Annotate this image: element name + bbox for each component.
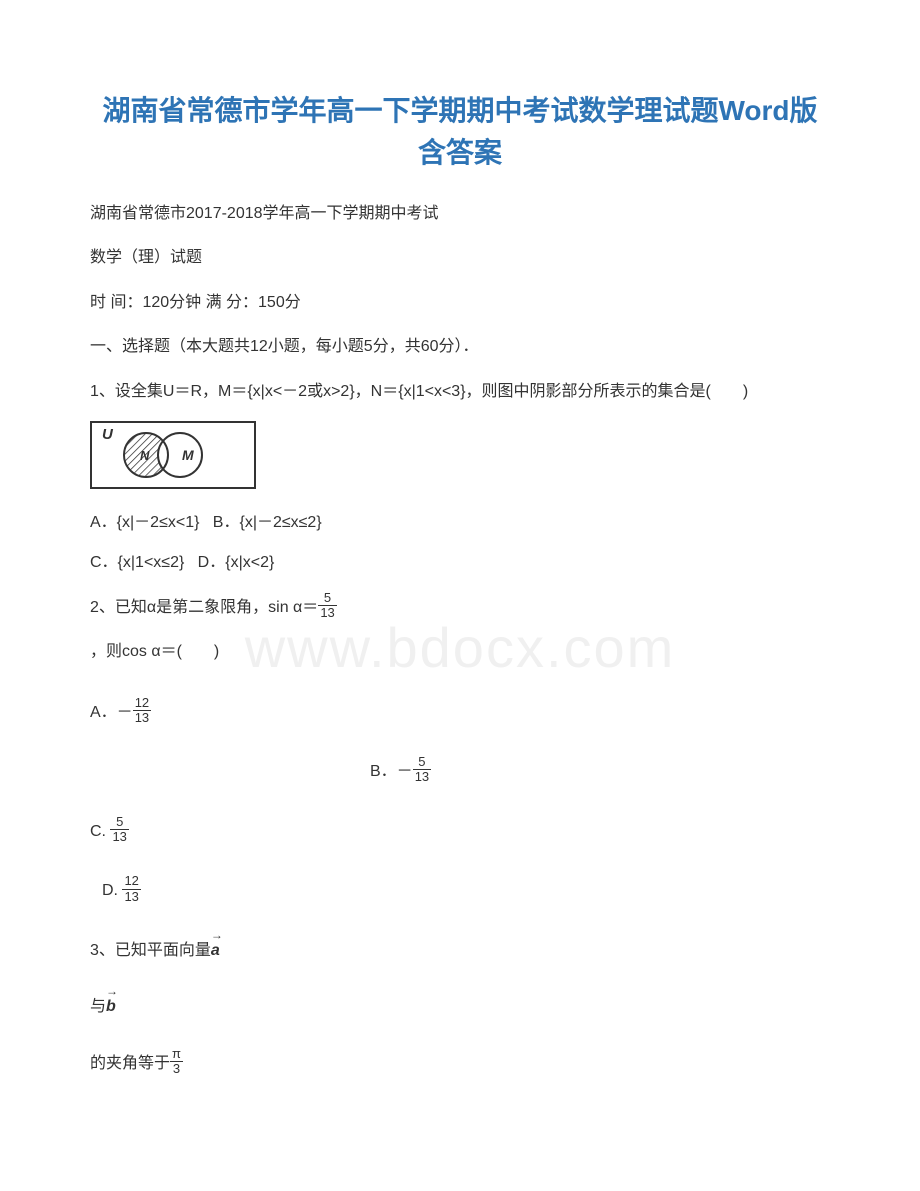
q2-option-d: D. 1213 [102, 876, 830, 906]
q2-option-b: B．－513 [370, 757, 830, 787]
venn-u-label: U [102, 429, 114, 443]
q1-option-c: C．{x|1<x≤2} [90, 554, 184, 571]
q1-option-d: D．{x|x<2} [198, 554, 275, 571]
q3-line1: 3、已知平面向量a [90, 936, 830, 966]
venn-m-label: M [182, 447, 194, 463]
q3-vector-a: a [211, 936, 220, 966]
section-1-heading: 一、选择题（本大题共12小题，每小题5分，共60分）． [90, 332, 830, 362]
q2-optB-fraction: 513 [413, 755, 431, 785]
q2-optC-fraction: 513 [110, 815, 128, 845]
header-line-3: 时 间：120分钟 满 分：150分 [90, 288, 830, 318]
q3-vector-b: b [106, 992, 116, 1022]
q3-line2: 与b [90, 992, 830, 1022]
header-line-1: 湖南省常德市2017-2018学年高一下学期期中考试 [90, 199, 830, 229]
q2-fraction-1: 513 [318, 591, 336, 621]
venn-diagram-box: U N M [90, 421, 256, 489]
venn-diagram: U N M [100, 429, 240, 481]
q1-option-b: B．{x|－2≤x≤2} [213, 514, 322, 531]
q2-optD-fraction: 1213 [122, 874, 140, 904]
q1-options-ab: A．{x|－2≤x<1} B．{x|－2≤x≤2} [90, 508, 830, 538]
q1-options-cd: C．{x|1<x≤2} D．{x|x<2} [90, 548, 830, 578]
q2-text: 2、已知α是第二象限角，sin α＝ [90, 599, 318, 616]
q2-option-a: A．－1213 [90, 698, 830, 728]
q2-line1: 2、已知α是第二象限角，sin α＝513 [90, 593, 830, 623]
venn-n-label: N [140, 448, 150, 463]
q3-line3: 的夹角等于π3 [90, 1049, 830, 1079]
header-line-2: 数学（理）试题 [90, 243, 830, 273]
q2-optA-fraction: 1213 [133, 696, 151, 726]
q3-fraction: π3 [170, 1047, 183, 1077]
q1-option-a: A．{x|－2≤x<1} [90, 514, 199, 531]
q1-text: 1、设全集U＝R，M＝{x|x<－2或x>2}，N＝{x|1<x<3}，则图中阴… [90, 377, 830, 407]
document-title: 湖南省常德市学年高一下学期期中考试数学理试题Word版含答案 [90, 90, 830, 174]
q2-option-c: C. 513 [90, 817, 830, 847]
q2-line2: ，则cos α＝( ) [90, 637, 830, 667]
